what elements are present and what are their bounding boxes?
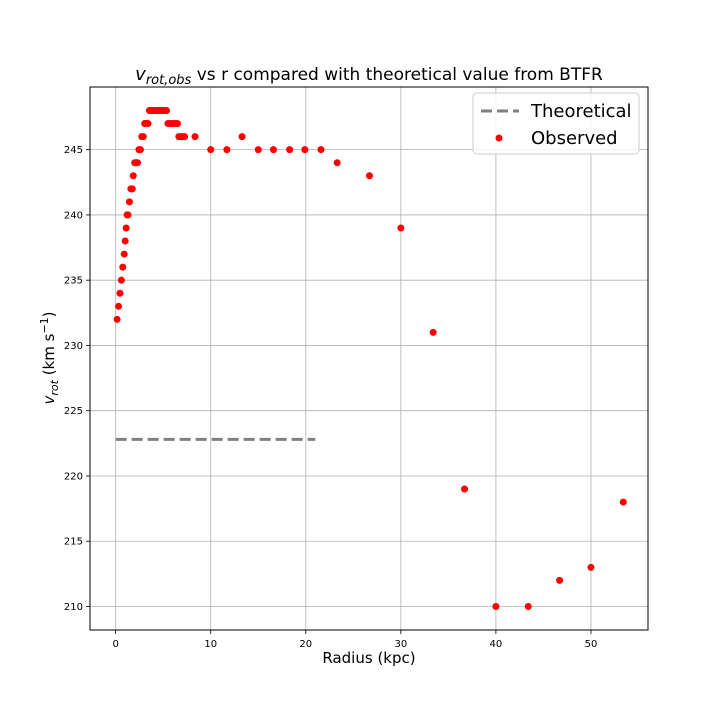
- observed-point: [115, 302, 123, 310]
- observed-point: [173, 120, 181, 128]
- chart-title: vrot,obs vs r compared with theoretical …: [135, 64, 603, 88]
- legend-observed-label: Observed: [531, 128, 618, 149]
- plot-frame: [89, 86, 649, 631]
- observed-point: [120, 250, 128, 258]
- observed-point: [269, 146, 277, 154]
- title-symbol-subscript: rot,obs: [146, 73, 192, 88]
- y-tick-label: 210: [64, 602, 83, 613]
- legend-observed-swatch: [495, 134, 503, 142]
- observed-point: [113, 315, 121, 323]
- observed-series: [113, 106, 627, 611]
- y-tick-label: 215: [64, 537, 83, 548]
- plot-area: [90, 87, 648, 630]
- x-tick-label: 30: [394, 639, 407, 650]
- legend-theoretical-label: Theoretical: [530, 101, 632, 122]
- x-tick-label: 10: [204, 639, 217, 650]
- y-tick-label: 235: [64, 276, 83, 287]
- title-text: vs r compared with theoretical value fro…: [191, 65, 603, 85]
- title-symbol: v: [135, 64, 146, 85]
- observed-point: [163, 106, 171, 114]
- observed-point: [139, 133, 147, 141]
- observed-point: [124, 211, 132, 219]
- legend: Theoretical Observed: [472, 92, 640, 155]
- y-tick-label: 225: [64, 406, 83, 417]
- observed-point: [429, 328, 437, 336]
- observed-point: [119, 263, 127, 271]
- observed-point: [117, 276, 125, 284]
- y-tick-label: 230: [64, 341, 83, 352]
- observed-point: [223, 146, 231, 154]
- y-tick-label: 240: [64, 210, 83, 221]
- observed-point: [238, 133, 246, 141]
- observed-point: [333, 159, 341, 167]
- observed-point: [317, 146, 325, 154]
- observed-point: [181, 133, 189, 141]
- observed-point: [397, 224, 405, 232]
- observed-point: [191, 133, 199, 141]
- observed-point: [492, 603, 500, 611]
- observed-point: [136, 146, 144, 154]
- observed-point: [129, 172, 137, 180]
- observed-point: [556, 576, 564, 584]
- observed-point: [134, 159, 142, 167]
- observed-point: [207, 146, 215, 154]
- axis-ticks: 0 10 20 30 40 50 210 215 220 225 230 235 240 245: [64, 145, 597, 650]
- observed-point: [254, 146, 262, 154]
- y-tick-label: 220: [64, 471, 83, 482]
- observed-point: [121, 237, 129, 245]
- y-label-subscript: rot: [48, 379, 61, 395]
- y-label-units-close: ): [40, 311, 58, 317]
- observed-point: [116, 289, 124, 297]
- observed-point: [461, 485, 469, 493]
- observed-point: [301, 146, 309, 154]
- x-tick-label: 0: [112, 639, 118, 650]
- observed-point: [286, 146, 294, 154]
- observed-point: [122, 224, 130, 232]
- observed-point: [619, 498, 627, 506]
- observed-point: [144, 120, 152, 128]
- observed-point: [587, 563, 595, 571]
- x-tick-label: 40: [490, 639, 503, 650]
- x-axis-label: Radius (kpc): [322, 649, 415, 667]
- y-label-symbol: v: [40, 395, 58, 405]
- y-label-units: (km s: [40, 333, 58, 380]
- observed-point: [524, 603, 532, 611]
- gridlines: [90, 87, 648, 630]
- y-axis-label: vrot (km s−1): [38, 311, 61, 404]
- observed-point: [128, 185, 136, 193]
- observed-point: [365, 172, 373, 180]
- y-label-superscript: −1: [38, 317, 51, 333]
- y-tick-label: 245: [64, 145, 83, 156]
- observed-point: [125, 198, 133, 206]
- x-tick-label: 50: [585, 639, 598, 650]
- x-tick-label: 20: [299, 639, 312, 650]
- legend-box: [472, 92, 640, 155]
